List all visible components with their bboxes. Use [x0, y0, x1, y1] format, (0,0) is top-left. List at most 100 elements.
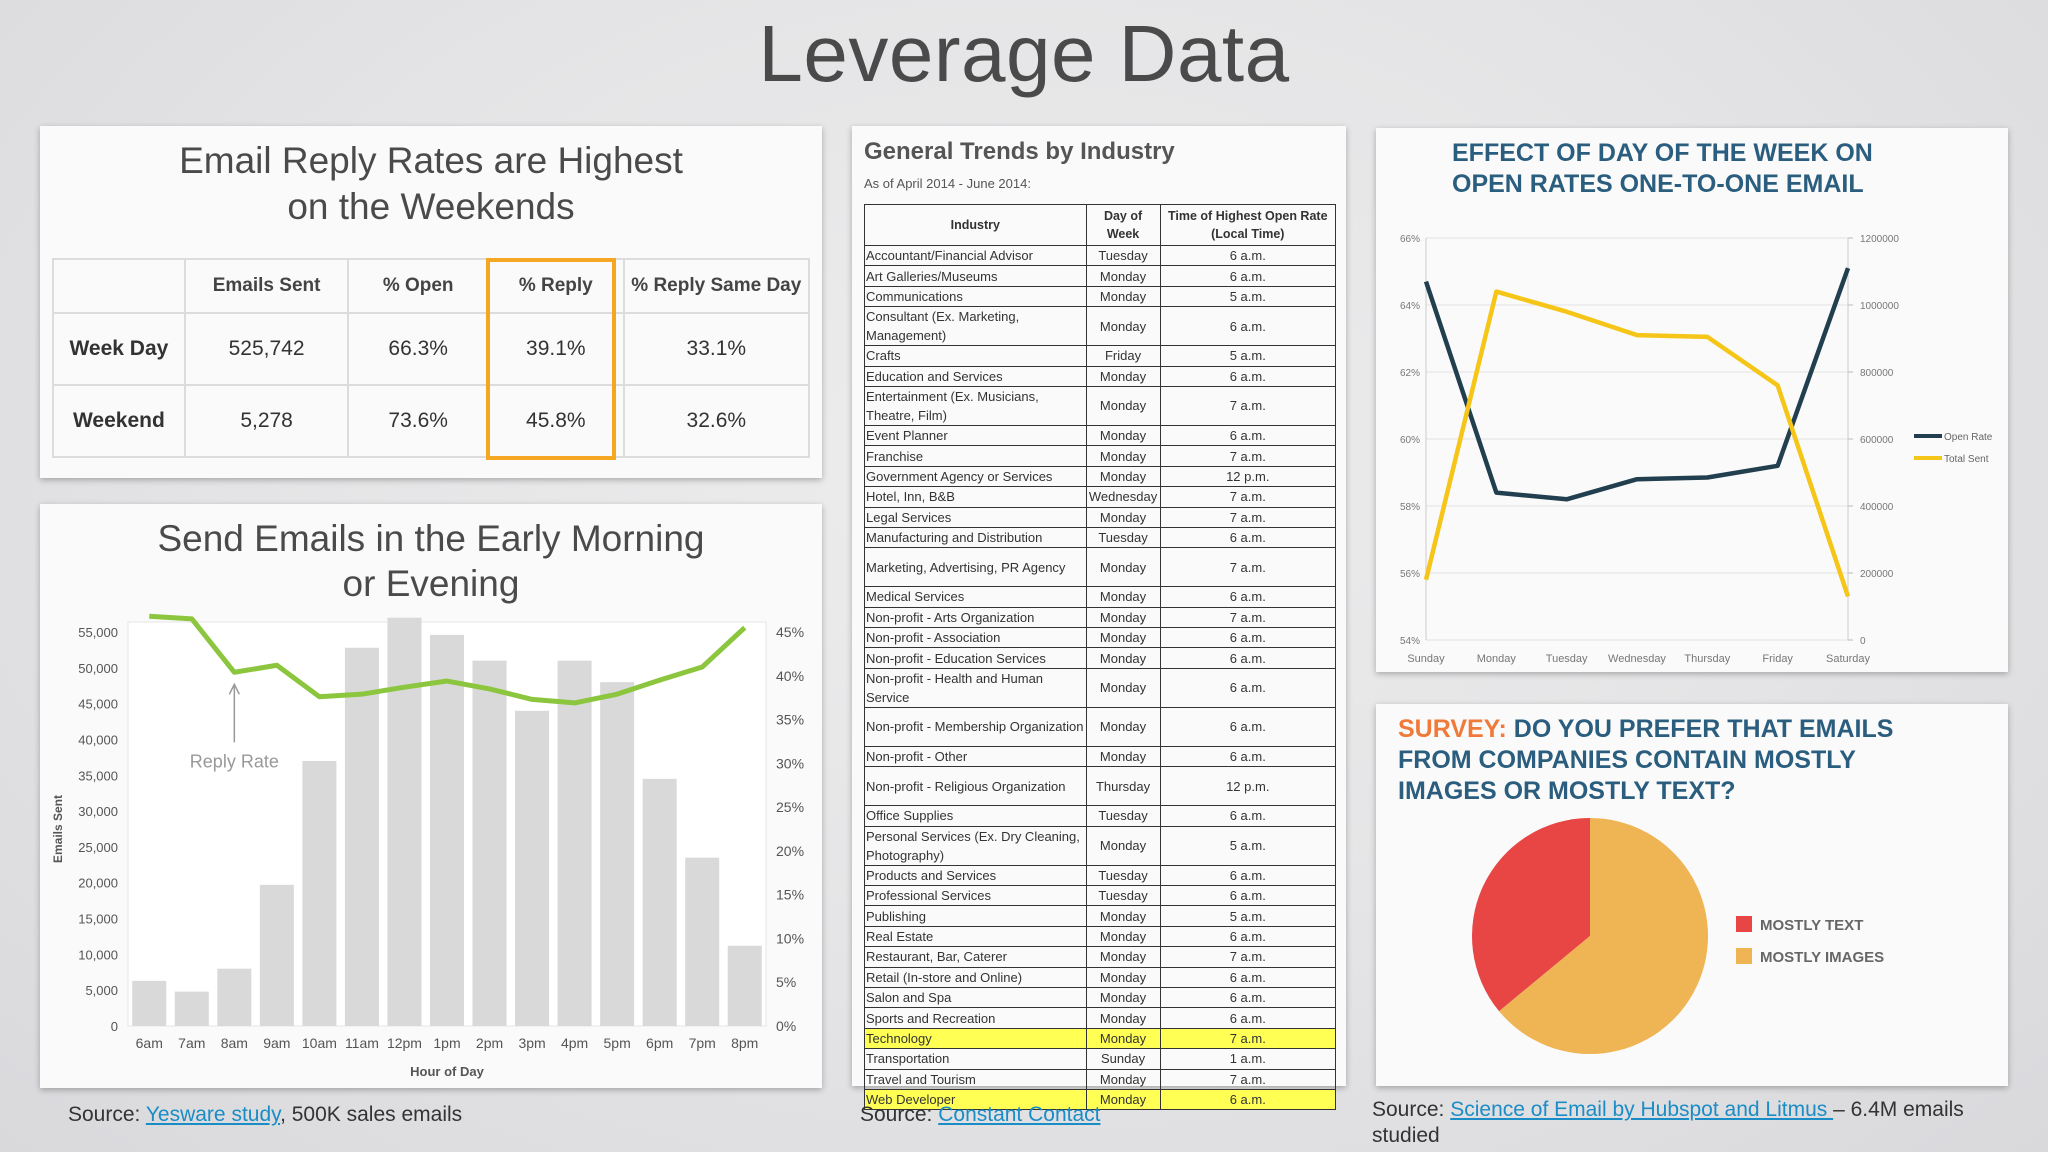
table-row: Travel and Tourism Monday 7 a.m. [864, 1068, 1337, 1090]
day-cell: Monday [1085, 1027, 1161, 1050]
time-cell: 5 a.m. [1159, 905, 1337, 927]
y2-tick-label: 600000 [1860, 435, 1894, 446]
reply-rate-annotation: Reply Rate [190, 751, 279, 771]
row-label: Week Day [52, 312, 186, 386]
table-row: Event Planner Monday 6 a.m. [864, 424, 1337, 447]
y2-tick-label: 20% [776, 843, 804, 859]
day-cell: Monday [1085, 986, 1161, 1009]
table-row: Crafts Friday 5 a.m. [864, 345, 1337, 367]
industry-cell: Retail (In-store and Online) [864, 966, 1087, 988]
day-cell: Monday [1085, 627, 1161, 649]
bar [727, 945, 762, 1026]
time-cell: 6 a.m. [1159, 586, 1337, 608]
y-tick-label: 60% [1400, 435, 1420, 446]
day-of-week-panel: EFFECT OF DAY OF THE WEEK ON OPEN RATES … [1376, 128, 2008, 672]
table-row: Publishing Monday 5 a.m. [864, 905, 1337, 927]
x-tick-label: 5pm [604, 1035, 631, 1051]
day-cell: Monday [1085, 706, 1161, 747]
y-tick-label: 40,000 [78, 732, 118, 747]
table-row: Office Supplies Tuesday 6 a.m. [864, 805, 1337, 827]
table-row: Accountant/Financial Advisor Tuesday 6 a.m… [864, 244, 1337, 267]
source-yesware: Source: Yesware study, 500K sales emails [68, 1103, 462, 1127]
header-cell: Time of Highest Open Rate (Local Time) [1159, 204, 1337, 246]
send-time-title-line1: Send Emails in the Early Morning [157, 518, 705, 559]
time-cell: 7 a.m. [1159, 486, 1337, 508]
time-cell: 7 a.m. [1159, 1027, 1337, 1050]
industry-cell: Crafts [864, 345, 1087, 367]
bar [302, 760, 337, 1026]
x-tick-label: 4pm [561, 1035, 588, 1051]
time-cell: 6 a.m. [1159, 885, 1337, 907]
header-cell: Emails Sent [183, 258, 350, 314]
y2-tick-label: 1200000 [1860, 234, 1899, 245]
send-time-title-line2: or Evening [342, 563, 520, 604]
yesware-study-link[interactable]: Yesware study [145, 1103, 281, 1126]
industry-cell: Travel and Tourism [864, 1068, 1087, 1090]
day-cell: Monday [1085, 925, 1161, 948]
industry-cell: Manufacturing and Distribution [864, 526, 1087, 549]
industry-cell: Accountant/Financial Advisor [864, 244, 1087, 267]
day-cell: Monday [1085, 547, 1161, 588]
industry-cell: Restaurant, Bar, Caterer [864, 946, 1087, 968]
survey-title-accent: SURVEY: [1398, 715, 1507, 743]
industry-cell: Technology [864, 1027, 1087, 1050]
reply-column-highlight [486, 258, 616, 460]
y2-tick-label: 200000 [1860, 569, 1894, 580]
y-tick-label: 58% [1400, 502, 1420, 513]
x-tick-label: 8am [221, 1035, 248, 1051]
y2-tick-label: 30% [776, 755, 804, 771]
table-row: Restaurant, Bar, Caterer Monday 7 a.m. [864, 946, 1337, 968]
table-row: Government Agency or Services Monday 12 p.… [864, 465, 1337, 488]
time-cell: 7 a.m. [1159, 385, 1337, 426]
constant-contact-link[interactable]: Constant Contact [938, 1103, 1101, 1126]
day-cell: Monday [1085, 745, 1161, 768]
industry-cell: Non-profit - Association [864, 627, 1087, 649]
bar [515, 710, 550, 1026]
table-row: Communications Monday 5 a.m. [864, 285, 1337, 308]
survey-panel: SURVEY: DO YOU PREFER THAT EMAILS FROM C… [1376, 704, 2008, 1086]
x-tick-label: 7pm [689, 1035, 716, 1051]
bar [685, 857, 720, 1026]
header-cell: Industry [864, 204, 1087, 246]
legend-label-total-sent: Total Sent [1944, 454, 1989, 465]
table-cell: 39.1% [486, 312, 625, 386]
science-of-email-link[interactable]: Science of Email by Hubspot and Litmus [1450, 1098, 1834, 1121]
y2-tick-label: 15% [776, 887, 804, 903]
reply-table-header: Emails Sent % Open % Reply % Reply Same … [52, 258, 811, 314]
industry-cell: Legal Services [864, 506, 1087, 528]
day-cell: Monday [1085, 647, 1161, 669]
industry-cell: Entertainment (Ex. Musicians, Theatre, F… [864, 385, 1087, 426]
time-cell: 7 a.m. [1159, 606, 1337, 629]
day-cell: Monday [1085, 385, 1161, 426]
y-axis-title: Emails Sent [51, 795, 65, 863]
survey-pie-chart: MOSTLY TEXT MOSTLY IMAGES [1472, 818, 1884, 1054]
table-row: Non-profit - Membership Organization Mond… [864, 706, 1337, 747]
bar [600, 682, 635, 1026]
annotation-arrowhead [228, 682, 241, 695]
header-cell: Day of Week [1085, 204, 1161, 246]
industry-subtitle: As of April 2014 - June 2014: [864, 176, 1031, 191]
time-cell: 6 a.m. [1159, 365, 1337, 387]
table-row: Franchise Monday 7 a.m. [864, 445, 1337, 467]
time-cell: 6 a.m. [1159, 647, 1337, 669]
day-cell: Monday [1085, 825, 1161, 866]
industry-cell: Non-profit - Education Services [864, 647, 1087, 669]
table-row: Salon and Spa Monday 6 a.m. [864, 986, 1337, 1009]
time-cell: 6 a.m. [1159, 1007, 1337, 1029]
x-tick-label: Friday [1762, 653, 1793, 665]
day-cell: Monday [1085, 606, 1161, 629]
table-row: Professional Services Tuesday 6 a.m. [864, 885, 1337, 907]
reply-rate-line [149, 613, 747, 706]
day-cell: Monday [1085, 306, 1161, 347]
day-cell: Friday [1085, 345, 1161, 367]
x-tick-label: Wednesday [1608, 653, 1666, 665]
y2-tick-label: 0% [776, 1018, 796, 1034]
time-cell: 7 a.m. [1159, 445, 1337, 467]
y2-tick-label: 400000 [1860, 502, 1894, 513]
time-cell: 12 p.m. [1159, 465, 1337, 488]
day-cell: Sunday [1085, 1048, 1161, 1070]
reply-rates-table: Emails Sent % Open % Reply % Reply Same … [52, 258, 811, 458]
time-cell: 6 a.m. [1159, 265, 1337, 287]
table-row: Non-profit - Other Monday 6 a.m. [864, 745, 1337, 768]
y-tick-label: 20,000 [78, 876, 118, 891]
